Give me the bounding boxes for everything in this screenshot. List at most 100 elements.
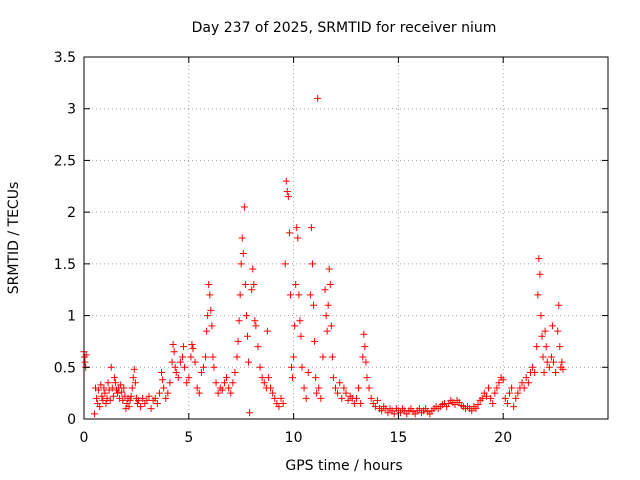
data-point [169, 341, 177, 349]
data-point [537, 312, 545, 320]
data-point [384, 409, 392, 417]
data-point [187, 353, 195, 361]
data-point [293, 224, 301, 232]
data-point [317, 394, 325, 402]
data-point [503, 399, 511, 407]
data-point [209, 353, 217, 361]
data-points [80, 94, 567, 418]
data-point [541, 327, 549, 335]
data-point [396, 409, 404, 417]
data-point [195, 389, 203, 397]
data-point [98, 392, 106, 400]
data-point [166, 379, 174, 387]
data-point [170, 348, 178, 356]
y-tick-label: 1 [67, 309, 76, 325]
data-point [220, 379, 228, 387]
data-point [535, 255, 543, 263]
data-point [172, 368, 180, 376]
data-point [505, 389, 513, 397]
data-point [520, 384, 528, 392]
data-point [240, 203, 248, 211]
data-point [207, 306, 215, 314]
data-point [365, 384, 373, 392]
data-point [510, 403, 518, 411]
data-point [556, 343, 564, 351]
data-point [111, 379, 119, 387]
data-point [264, 374, 272, 382]
data-point [126, 396, 134, 404]
data-point [415, 405, 423, 413]
data-point [342, 389, 350, 397]
data-point [550, 358, 558, 366]
data-point [378, 407, 386, 415]
data-point [542, 343, 550, 351]
data-point [508, 384, 516, 392]
data-point [512, 394, 520, 402]
data-point [284, 193, 292, 201]
data-point [199, 363, 207, 371]
data-point [390, 410, 398, 418]
data-point [258, 374, 266, 382]
data-point [288, 363, 296, 371]
data-point [279, 399, 287, 407]
data-point [245, 358, 253, 366]
data-point [155, 389, 163, 397]
data-point [552, 368, 560, 376]
data-point [478, 394, 486, 402]
data-point [90, 410, 98, 418]
data-point [306, 291, 314, 299]
data-point [127, 392, 135, 400]
data-point [218, 386, 226, 394]
data-point [158, 368, 166, 376]
data-point [545, 363, 553, 371]
data-point [359, 353, 367, 361]
data-point [311, 337, 319, 345]
data-point [210, 363, 218, 371]
data-point [468, 407, 476, 415]
data-point [271, 394, 279, 402]
data-point [214, 389, 222, 397]
data-point [540, 368, 548, 376]
y-tick-label: 0.5 [54, 360, 76, 376]
data-point [472, 405, 480, 413]
data-point [291, 322, 299, 330]
data-point [491, 389, 499, 397]
data-point [555, 301, 563, 309]
data-point [137, 403, 145, 411]
data-point [212, 379, 220, 387]
data-point [93, 394, 101, 402]
data-point [522, 374, 530, 382]
data-point [143, 396, 151, 404]
data-point [295, 291, 303, 299]
data-point [363, 374, 371, 382]
data-point [109, 392, 117, 400]
tick-labels: 0 0.5 1 1.5 2 2.5 3 3.5 0 5 10 15 20 [54, 50, 512, 446]
data-point [267, 384, 275, 392]
data-point [536, 270, 544, 278]
data-point [531, 368, 539, 376]
data-point [304, 368, 312, 376]
data-point [298, 363, 306, 371]
data-point [534, 291, 542, 299]
data-point [558, 358, 566, 366]
data-point [120, 384, 128, 392]
data-point [97, 381, 105, 389]
x-tick-label: 0 [80, 430, 89, 446]
y-tick-label: 0 [67, 412, 76, 428]
data-point [329, 374, 337, 382]
data-point [203, 327, 211, 335]
axis-ticks [83, 56, 608, 420]
data-point [229, 379, 237, 387]
data-point [180, 343, 188, 351]
data-point [514, 389, 522, 397]
data-point [168, 358, 176, 366]
y-tick-label: 2 [67, 205, 76, 221]
data-point [315, 384, 323, 392]
data-point [332, 384, 340, 392]
data-point [208, 322, 216, 330]
data-point [162, 394, 170, 402]
data-point [119, 396, 127, 404]
data-point [243, 332, 251, 340]
data-point [236, 291, 244, 299]
